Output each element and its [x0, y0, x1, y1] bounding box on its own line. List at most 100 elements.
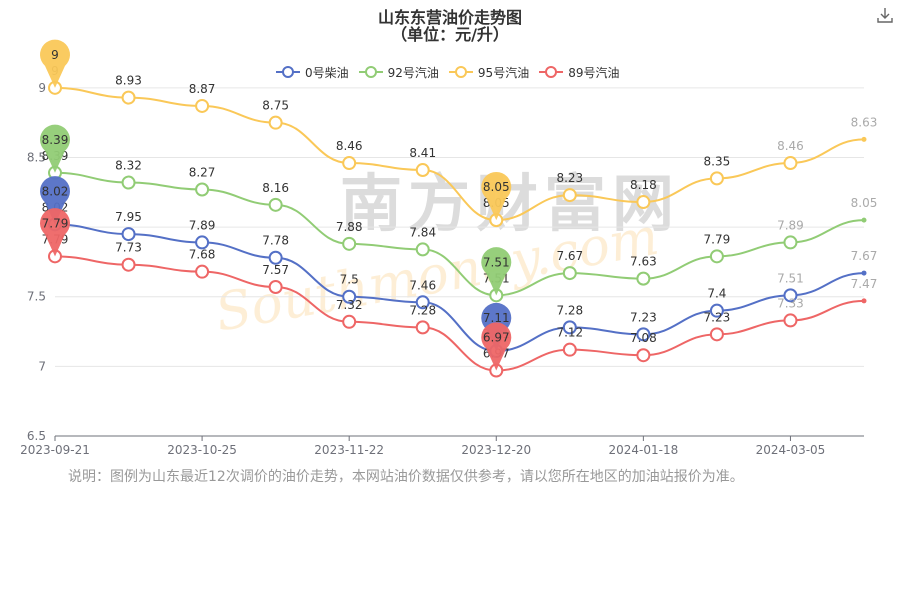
- series-3: 98.938.878.758.468.418.058.238.188.358.4…: [48, 64, 878, 228]
- data-point: [562, 342, 577, 357]
- data-label: 7.12: [556, 326, 583, 340]
- data-label: 8.05: [851, 196, 878, 210]
- data-label: 8.46: [777, 139, 804, 153]
- data-point: [268, 279, 283, 294]
- y-tick-label: 9: [38, 81, 46, 95]
- x-tick-label: 2023-12-20: [461, 443, 531, 457]
- data-label: 8.75: [262, 99, 289, 113]
- pin-label: 9: [51, 48, 59, 62]
- pin-shape: [481, 322, 512, 371]
- pin-label: 8.05: [483, 180, 510, 194]
- data-point: [861, 298, 867, 304]
- data-label: 7.4: [707, 287, 726, 301]
- data-label: 8.63: [851, 115, 878, 129]
- data-point: [783, 235, 798, 250]
- data-point: [342, 314, 357, 329]
- data-point: [195, 182, 210, 197]
- data-point: [562, 266, 577, 281]
- data-point: [121, 90, 136, 105]
- data-point: [861, 136, 867, 142]
- legend-marker: [448, 66, 473, 78]
- data-label: 7.23: [704, 310, 731, 324]
- pin-shape: [40, 39, 71, 88]
- data-label: 7.73: [115, 241, 142, 255]
- pin-label: 8.39: [42, 133, 69, 147]
- data-label: 7.88: [336, 220, 363, 234]
- x-tick-label: 2023-09-21: [20, 443, 90, 457]
- data-label: 7.89: [777, 218, 804, 232]
- data-label: 7.84: [409, 225, 436, 239]
- data-label: 7.63: [630, 255, 657, 269]
- data-point: [121, 257, 136, 272]
- legend-item[interactable]: 89号汽油: [539, 64, 619, 81]
- data-point: [783, 156, 798, 171]
- data-label: 8.18: [630, 178, 657, 192]
- data-point: [783, 313, 798, 328]
- legend-item[interactable]: 95号汽油: [448, 64, 529, 81]
- data-label: 8.32: [115, 159, 142, 173]
- x-tick-label: 2023-10-25: [167, 443, 237, 457]
- data-label: 7.5: [340, 273, 359, 287]
- pin-label: 7.79: [42, 216, 69, 230]
- legend-item[interactable]: 0号柴油: [276, 64, 349, 81]
- pin-label: 7.51: [483, 255, 510, 269]
- data-label: 7.67: [851, 249, 878, 263]
- data-point: [415, 242, 430, 257]
- legend-marker: [539, 66, 564, 78]
- marker-pin: 8.02: [40, 176, 70, 225]
- data-point: [268, 115, 283, 130]
- data-label: 7.78: [262, 234, 289, 248]
- data-point: [709, 249, 724, 264]
- data-label: 8.93: [115, 74, 142, 88]
- data-point: [861, 217, 867, 223]
- data-label: 8.23: [556, 171, 583, 185]
- data-point: [709, 303, 724, 318]
- pin-shape: [40, 208, 70, 257]
- data-label: 8.35: [704, 154, 731, 168]
- data-label: 8.87: [189, 82, 216, 96]
- data-point: [268, 250, 283, 265]
- download-icon[interactable]: [876, 6, 894, 24]
- marker-pin: 9: [40, 39, 71, 88]
- data-point: [861, 270, 867, 276]
- data-label: 7.79: [704, 232, 731, 246]
- data-point: [415, 320, 430, 335]
- data-point: [636, 348, 651, 363]
- pin-label: 6.97: [483, 331, 510, 345]
- x-tick-label: 2023-11-22: [314, 443, 384, 457]
- y-tick-label: 8.5: [27, 150, 46, 164]
- data-label: 8.46: [336, 139, 363, 153]
- data-label: 8.27: [189, 166, 216, 180]
- legend-label: 92号汽油: [387, 65, 439, 80]
- data-label: 7.57: [262, 263, 289, 277]
- data-label: 7.51: [777, 271, 804, 285]
- data-point: [709, 327, 724, 342]
- chart-title: 山东东营油价走势图: [377, 8, 522, 27]
- data-point: [636, 327, 651, 342]
- data-point: [342, 156, 357, 171]
- marker-pin: 7.51: [481, 247, 512, 296]
- legend: 0号柴油 92号汽油 95号汽油 89号汽油: [276, 63, 629, 81]
- y-tick-label: 6.5: [27, 429, 46, 443]
- data-label: 7.28: [556, 303, 583, 317]
- legend-item[interactable]: 92号汽油: [358, 64, 439, 81]
- data-point: [195, 264, 210, 279]
- data-point: [415, 163, 430, 178]
- data-point: [268, 197, 283, 212]
- marker-pin: 8.39: [40, 124, 70, 173]
- pin-label: 8.02: [42, 184, 69, 198]
- y-tick-label: 7: [38, 359, 46, 373]
- data-label: 7.33: [777, 296, 804, 310]
- legend-label: 0号柴油: [305, 65, 349, 80]
- data-label: 7.89: [189, 218, 216, 232]
- pin-shape: [481, 171, 512, 221]
- legend-marker: [276, 66, 300, 78]
- marker-pin: 7.79: [40, 208, 70, 257]
- pin-label: 7.11: [483, 311, 510, 325]
- series-1: 8.027.957.897.787.57.467.117.287.237.47.…: [42, 200, 878, 359]
- x-tick-label: 2024-03-05: [756, 443, 826, 457]
- data-point: [121, 175, 136, 190]
- data-label: 7.32: [336, 298, 363, 312]
- x-tick-label: 2024-01-18: [608, 443, 678, 457]
- data-point: [121, 227, 136, 242]
